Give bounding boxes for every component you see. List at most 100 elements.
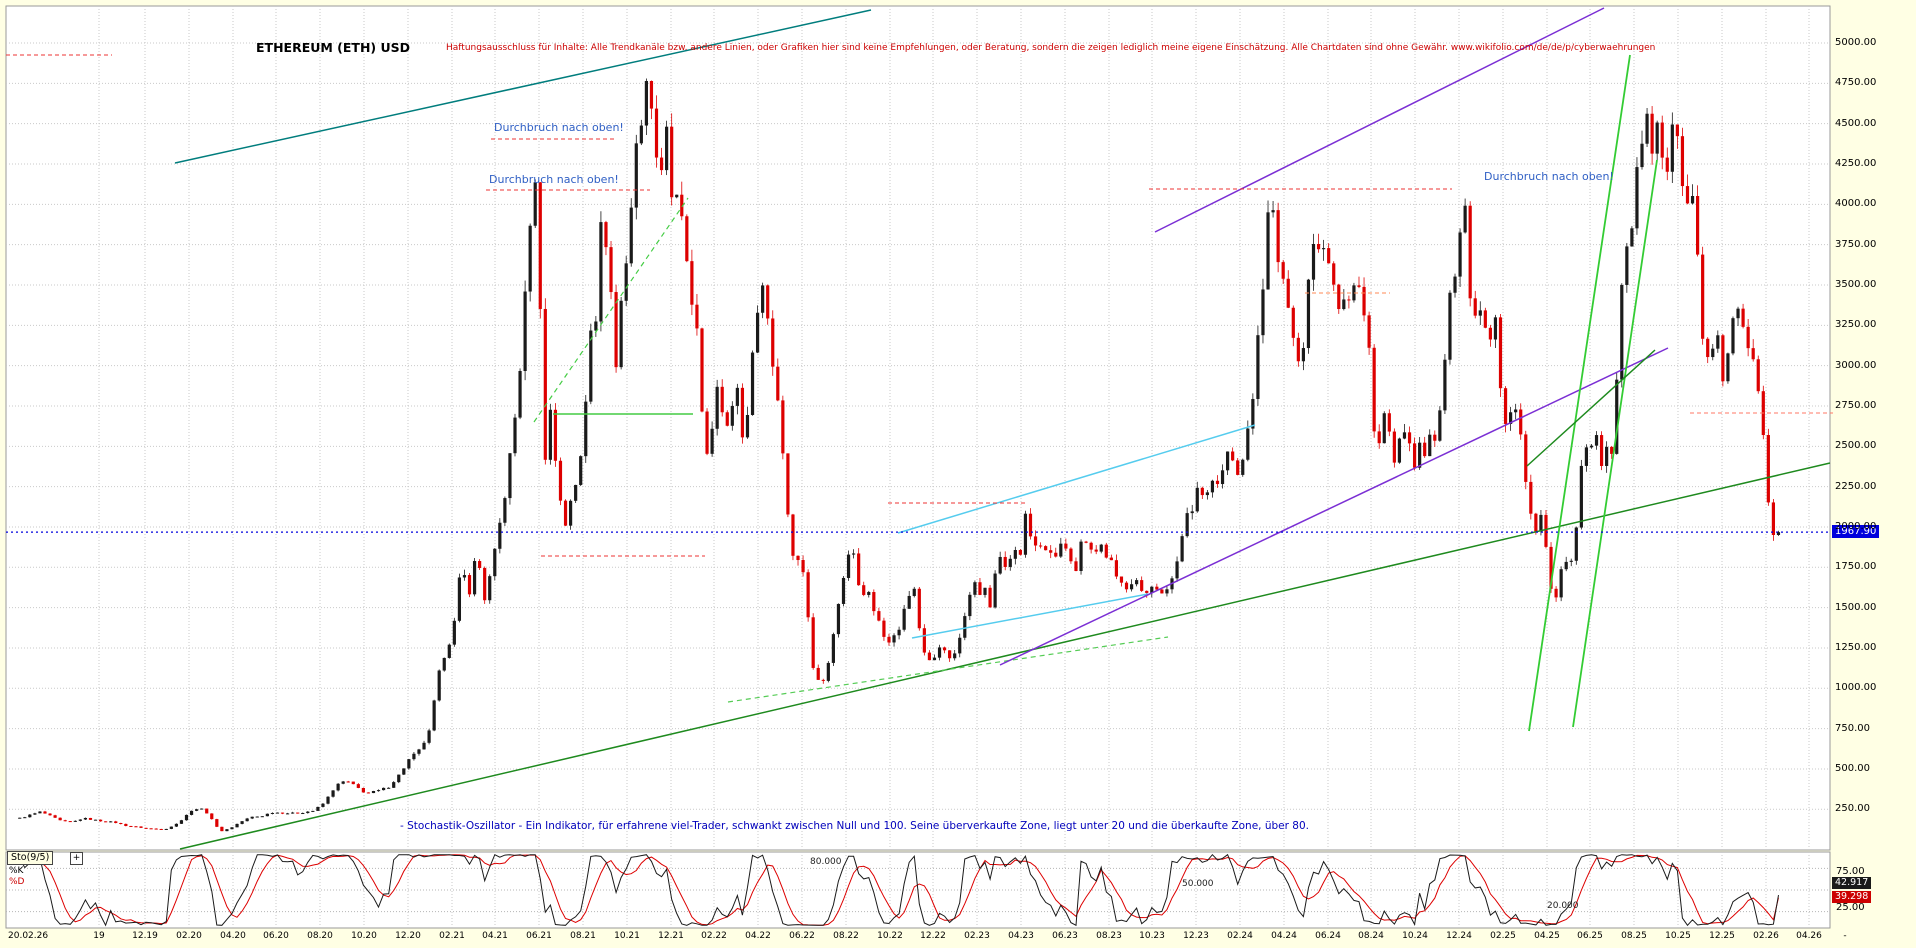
- candle-body: [917, 588, 921, 629]
- candle-body: [1433, 434, 1437, 441]
- candle-body: [761, 285, 765, 313]
- candle-body: [407, 759, 411, 769]
- candle-body: [1443, 359, 1447, 411]
- candle-body: [1402, 432, 1407, 439]
- candle-body: [78, 819, 82, 821]
- candle-body: [1276, 210, 1280, 263]
- candle-body: [715, 386, 719, 429]
- candle-body: [270, 812, 275, 814]
- green-dashed-2022-support: [727, 636, 1169, 703]
- candle-body: [43, 811, 47, 814]
- candle-body: [1296, 337, 1300, 362]
- candle-body: [750, 352, 755, 415]
- candle-body: [296, 812, 300, 814]
- candle-body: [973, 582, 977, 595]
- candle-body: [1382, 413, 1386, 444]
- candle-body: [1605, 446, 1609, 466]
- candle-body: [1089, 542, 1093, 550]
- candle-body: [740, 387, 745, 438]
- candle-body: [584, 401, 588, 457]
- candle-body: [558, 460, 563, 501]
- candle-body: [124, 823, 128, 826]
- candle-body: [114, 821, 118, 824]
- candle-body: [1650, 113, 1654, 154]
- candle-body: [846, 554, 851, 578]
- candle-body: [93, 819, 98, 821]
- candle-body: [826, 662, 830, 681]
- candle-body: [1696, 195, 1700, 255]
- candle-body: [301, 813, 305, 815]
- candle-body: [437, 670, 441, 701]
- candle-body: [341, 781, 345, 784]
- candle-body: [53, 815, 57, 818]
- candle-body: [907, 595, 911, 609]
- candle-body: [245, 818, 249, 822]
- candle-body: [28, 814, 32, 818]
- cyan-channel-upper: [897, 424, 1256, 534]
- candle-body: [629, 207, 633, 264]
- candle-body: [639, 125, 643, 144]
- candle-body: [1200, 487, 1204, 496]
- candle-body: [250, 816, 254, 819]
- candle-body: [1286, 278, 1290, 308]
- violet-trend-mid: [999, 347, 1669, 666]
- candle-body: [1706, 338, 1710, 358]
- candle-body: [306, 811, 310, 814]
- candle-body: [1281, 262, 1285, 279]
- candle-body: [452, 620, 456, 645]
- candle-body: [275, 812, 280, 814]
- candle-body: [745, 414, 750, 438]
- candle-body: [1119, 576, 1124, 583]
- candle-body: [1423, 442, 1427, 457]
- candle-body: [1635, 167, 1639, 229]
- candle-body: [63, 820, 67, 822]
- candle-body: [553, 409, 558, 461]
- candle-body: [1316, 243, 1321, 250]
- candle-body: [1049, 550, 1053, 553]
- candle-body: [1311, 243, 1316, 280]
- candlesticks: [18, 78, 1781, 832]
- candle-body: [786, 453, 790, 515]
- candle-body: [1625, 246, 1629, 285]
- candle-body: [402, 768, 406, 775]
- candle-body: [528, 225, 532, 292]
- candle-body: [695, 304, 699, 329]
- candle-body: [1114, 560, 1119, 577]
- candle-body: [1362, 286, 1366, 316]
- candle-body: [493, 548, 497, 577]
- candle-body: [958, 637, 962, 654]
- candle-body: [948, 650, 952, 659]
- candle-body: [1493, 317, 1498, 340]
- candle-body: [73, 820, 77, 822]
- candle-body: [1685, 186, 1690, 204]
- candle-body: [533, 182, 537, 226]
- candle-body: [1185, 513, 1189, 537]
- candle-body: [361, 787, 365, 793]
- candle-body: [205, 808, 209, 814]
- candle-body: [159, 828, 163, 830]
- candle-body: [1124, 582, 1129, 590]
- candle-body: [680, 194, 684, 217]
- candle-body: [1539, 514, 1543, 532]
- candle-body: [1751, 348, 1755, 360]
- candle-body: [189, 810, 194, 815]
- candle-body: [1079, 541, 1083, 571]
- candle-body: [644, 80, 649, 126]
- candle-body: [1155, 586, 1159, 590]
- candle-body: [877, 611, 881, 621]
- candle-body: [988, 587, 992, 608]
- candle-body: [1514, 409, 1518, 413]
- candle-body: [543, 308, 547, 460]
- candle-body: [1266, 212, 1270, 290]
- candle-body: [1610, 446, 1614, 454]
- candle-body: [1225, 451, 1230, 471]
- candle-body: [659, 157, 664, 171]
- candle-body: [831, 634, 835, 663]
- candle-body: [1630, 228, 1634, 247]
- trendlines: [6, 7, 1833, 850]
- candle-body: [1236, 460, 1240, 475]
- candle-body: [1645, 113, 1649, 144]
- candle-body: [417, 749, 421, 754]
- candle-body: [983, 587, 987, 595]
